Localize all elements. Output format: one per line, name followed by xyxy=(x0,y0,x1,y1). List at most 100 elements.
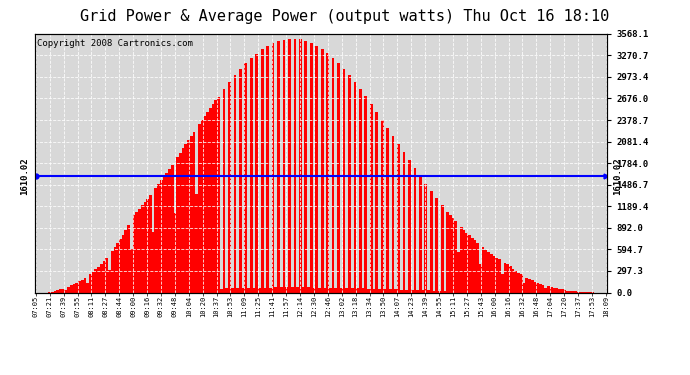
Bar xyxy=(75,283,78,292)
Bar xyxy=(198,124,201,292)
Bar xyxy=(353,82,356,292)
Bar xyxy=(460,227,463,292)
Bar xyxy=(413,168,416,292)
Bar xyxy=(266,46,269,292)
Bar xyxy=(255,54,258,292)
Bar xyxy=(572,291,575,292)
Bar xyxy=(106,258,108,292)
Bar xyxy=(310,43,313,292)
Bar xyxy=(146,199,149,292)
Bar xyxy=(286,287,288,292)
Bar xyxy=(261,50,264,292)
Bar xyxy=(92,272,95,292)
Bar xyxy=(220,288,223,292)
Bar xyxy=(193,132,195,292)
Bar xyxy=(509,266,512,292)
Bar xyxy=(435,198,438,292)
Bar xyxy=(498,260,501,292)
Bar xyxy=(215,100,217,292)
Bar xyxy=(433,291,435,292)
Bar xyxy=(179,153,181,292)
Bar xyxy=(195,194,198,292)
Bar xyxy=(313,288,315,292)
Bar xyxy=(166,172,168,292)
Bar xyxy=(544,288,547,292)
Bar xyxy=(569,291,572,292)
Bar xyxy=(332,58,335,292)
Bar xyxy=(124,230,127,292)
Bar xyxy=(288,39,291,292)
Bar xyxy=(78,281,81,292)
Bar xyxy=(367,289,370,292)
Bar xyxy=(181,148,184,292)
Bar xyxy=(135,212,138,292)
Bar xyxy=(299,39,302,292)
Bar xyxy=(465,232,468,292)
Bar xyxy=(463,230,465,292)
Bar xyxy=(335,288,337,292)
Bar xyxy=(389,289,392,292)
Bar xyxy=(241,288,244,292)
Text: Copyright 2008 Cartronics.com: Copyright 2008 Cartronics.com xyxy=(37,39,193,48)
Bar xyxy=(536,283,539,292)
Bar xyxy=(234,75,236,292)
Bar xyxy=(564,290,566,292)
Bar xyxy=(446,212,449,292)
Bar xyxy=(455,221,457,292)
Bar xyxy=(321,49,324,292)
Bar xyxy=(152,232,155,292)
Bar xyxy=(206,112,209,292)
Bar xyxy=(190,136,193,292)
Bar xyxy=(121,235,124,292)
Bar xyxy=(495,258,498,292)
Bar xyxy=(362,288,364,292)
Bar xyxy=(381,120,384,292)
Bar xyxy=(346,288,348,292)
Bar xyxy=(144,202,146,292)
Bar xyxy=(471,238,473,292)
Bar xyxy=(408,160,411,292)
Bar xyxy=(539,284,542,292)
Bar xyxy=(149,195,152,292)
Bar xyxy=(83,278,86,292)
Bar xyxy=(422,290,424,292)
Bar xyxy=(117,243,119,292)
Bar xyxy=(168,169,171,292)
Bar xyxy=(138,209,141,292)
Bar xyxy=(449,215,452,292)
Bar xyxy=(427,290,430,292)
Bar xyxy=(438,291,441,292)
Bar xyxy=(547,286,550,292)
Bar xyxy=(244,63,247,292)
Bar xyxy=(501,274,504,292)
Bar xyxy=(184,144,187,292)
Bar xyxy=(280,288,283,292)
Bar xyxy=(575,291,578,292)
Bar xyxy=(419,176,422,292)
Bar xyxy=(515,271,518,292)
Bar xyxy=(269,288,272,292)
Bar xyxy=(512,268,515,292)
Bar xyxy=(484,250,487,292)
Bar xyxy=(51,291,54,292)
Bar xyxy=(473,240,476,292)
Bar xyxy=(108,270,111,292)
Bar xyxy=(209,108,212,292)
Bar xyxy=(395,290,397,292)
Bar xyxy=(212,104,215,292)
Bar xyxy=(155,188,157,292)
Bar xyxy=(231,288,234,292)
Bar xyxy=(525,278,528,292)
Bar xyxy=(114,248,117,292)
Bar xyxy=(386,128,389,292)
Bar xyxy=(141,206,144,292)
Bar xyxy=(403,152,406,292)
Bar xyxy=(258,288,261,292)
Bar xyxy=(561,290,564,292)
Bar xyxy=(441,205,444,292)
Bar xyxy=(315,46,318,292)
Bar xyxy=(430,191,433,292)
Bar xyxy=(479,264,482,292)
Bar xyxy=(482,248,484,292)
Bar xyxy=(356,288,359,292)
